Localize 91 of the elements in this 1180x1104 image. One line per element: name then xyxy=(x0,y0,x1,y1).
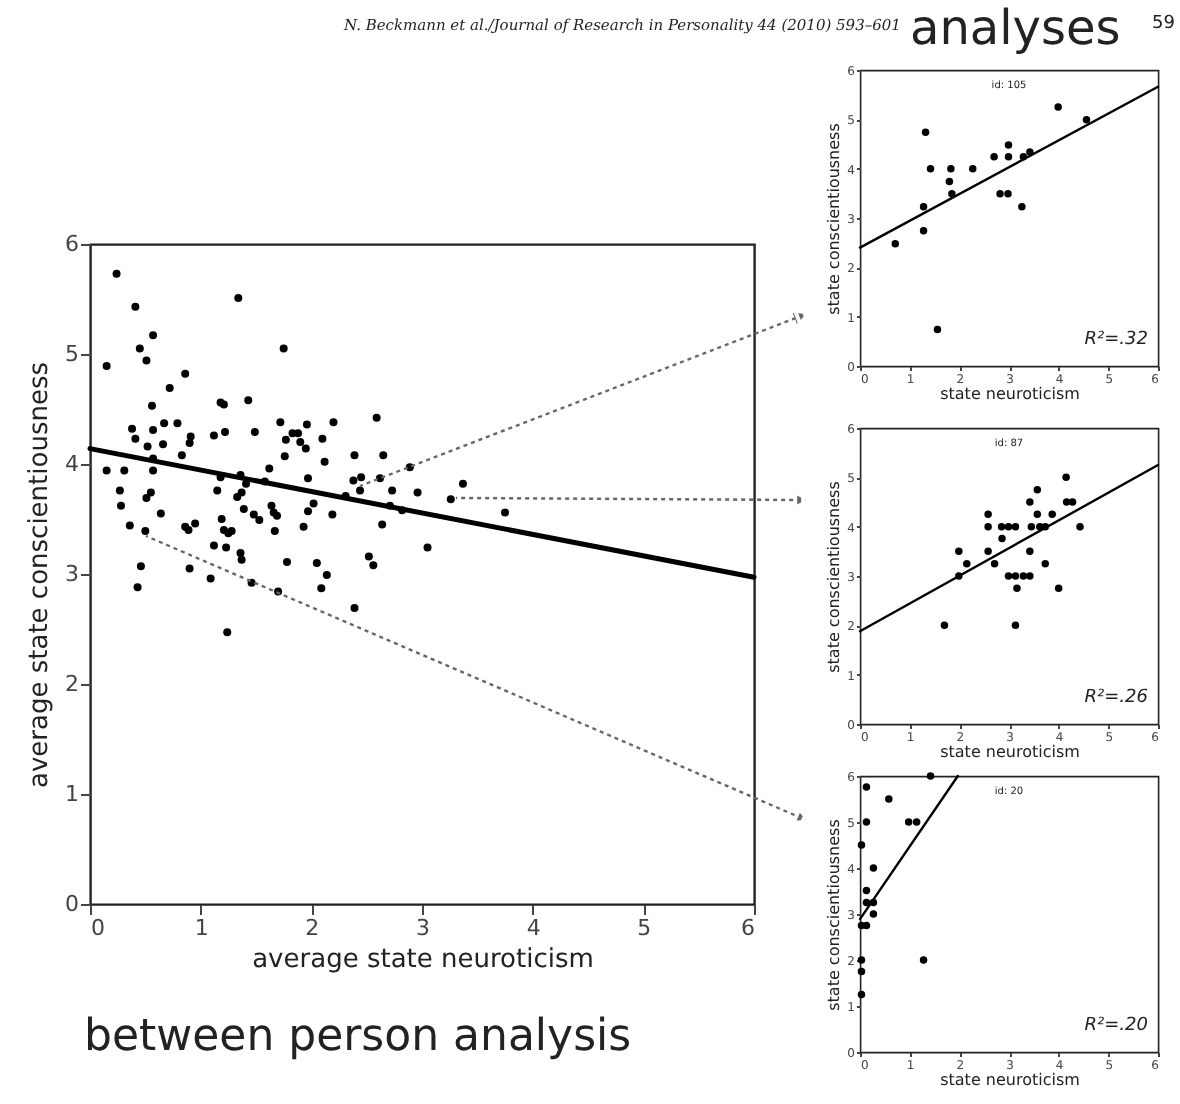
point xyxy=(1054,584,1063,593)
point xyxy=(945,177,954,186)
point xyxy=(862,818,871,826)
point xyxy=(1026,572,1034,580)
x-tick-label: 1 xyxy=(194,915,209,941)
point xyxy=(1018,202,1026,211)
point xyxy=(1048,510,1056,519)
point xyxy=(955,547,963,556)
point xyxy=(1026,547,1034,556)
point xyxy=(1062,473,1070,482)
point xyxy=(1054,103,1062,111)
point xyxy=(1004,153,1013,161)
y-tick-label: 3 xyxy=(65,561,79,587)
x-tick-label: 4 xyxy=(526,915,541,941)
point xyxy=(984,522,992,531)
annotation: R²=.32 xyxy=(1084,330,1148,350)
x-tick-label: 6 xyxy=(741,915,755,941)
y-tick-label: 0 xyxy=(65,891,79,917)
point xyxy=(1068,498,1077,506)
point xyxy=(948,190,956,198)
point xyxy=(1011,572,1020,580)
point xyxy=(857,967,866,976)
point xyxy=(1004,141,1013,149)
point xyxy=(857,990,866,999)
point xyxy=(919,202,928,211)
point xyxy=(997,522,1006,531)
point xyxy=(963,559,971,568)
point xyxy=(921,128,930,136)
point xyxy=(933,325,942,334)
x-tick-label: 2 xyxy=(305,915,320,941)
point xyxy=(996,190,1004,198)
annotation: R²=.26 xyxy=(1084,688,1148,708)
point xyxy=(1041,559,1049,568)
point xyxy=(926,772,935,780)
point xyxy=(1011,522,1020,531)
point xyxy=(885,795,893,803)
y-axis-title: state conscientiousness xyxy=(825,819,844,1011)
point xyxy=(998,534,1006,543)
x-axis-title: average state neuroticism xyxy=(252,945,594,975)
point xyxy=(990,559,999,568)
x-axis-title: state neuroticism xyxy=(940,385,1081,403)
point xyxy=(1062,498,1071,506)
point xyxy=(1026,148,1034,156)
point xyxy=(912,818,921,826)
y-axis-title: state conscientiousness xyxy=(825,123,844,315)
point xyxy=(1026,498,1034,506)
point xyxy=(1082,116,1091,124)
x-axis-title: state neuroticism xyxy=(940,743,1081,761)
y-tick-label: 2 xyxy=(65,671,79,697)
point xyxy=(990,153,998,161)
point xyxy=(919,956,928,964)
y-axis-title: average state conscientiousness xyxy=(25,361,55,788)
point xyxy=(1019,572,1028,580)
y-tick-label: 4 xyxy=(65,451,79,477)
point xyxy=(1033,485,1042,494)
point xyxy=(1013,584,1021,593)
y-tick-label: 6 xyxy=(65,231,79,257)
point xyxy=(862,783,871,791)
point xyxy=(862,921,871,930)
point xyxy=(869,864,878,872)
annotation: R²=.20 xyxy=(1084,1016,1148,1036)
point xyxy=(1033,510,1042,519)
point xyxy=(904,818,913,826)
point xyxy=(862,898,871,907)
point xyxy=(1011,621,1020,630)
point xyxy=(857,841,866,849)
y-axis-title: state conscientiousness xyxy=(825,481,844,673)
point xyxy=(1004,190,1012,198)
point xyxy=(891,239,900,248)
point xyxy=(1004,522,1013,531)
y-tick-label: 1 xyxy=(65,781,79,807)
x-axis-title: state neuroticism xyxy=(940,1071,1081,1089)
x-tick-label: 3 xyxy=(416,915,430,941)
point xyxy=(984,510,992,519)
point xyxy=(1004,572,1013,580)
x-tick-label: 0 xyxy=(91,915,105,941)
x-tick-label: 5 xyxy=(637,915,652,941)
point xyxy=(1076,522,1084,531)
point xyxy=(984,547,992,556)
point xyxy=(862,886,871,895)
point xyxy=(947,164,955,173)
point xyxy=(869,910,878,918)
point xyxy=(1027,522,1036,531)
point xyxy=(969,164,977,173)
point xyxy=(919,227,928,235)
text: between person analysis xyxy=(84,1012,632,1062)
chart-title: analyses xyxy=(910,0,1121,56)
point xyxy=(940,621,949,630)
text: 59 xyxy=(1152,14,1175,34)
y-tick-label: 5 xyxy=(65,341,79,367)
point xyxy=(926,164,935,173)
